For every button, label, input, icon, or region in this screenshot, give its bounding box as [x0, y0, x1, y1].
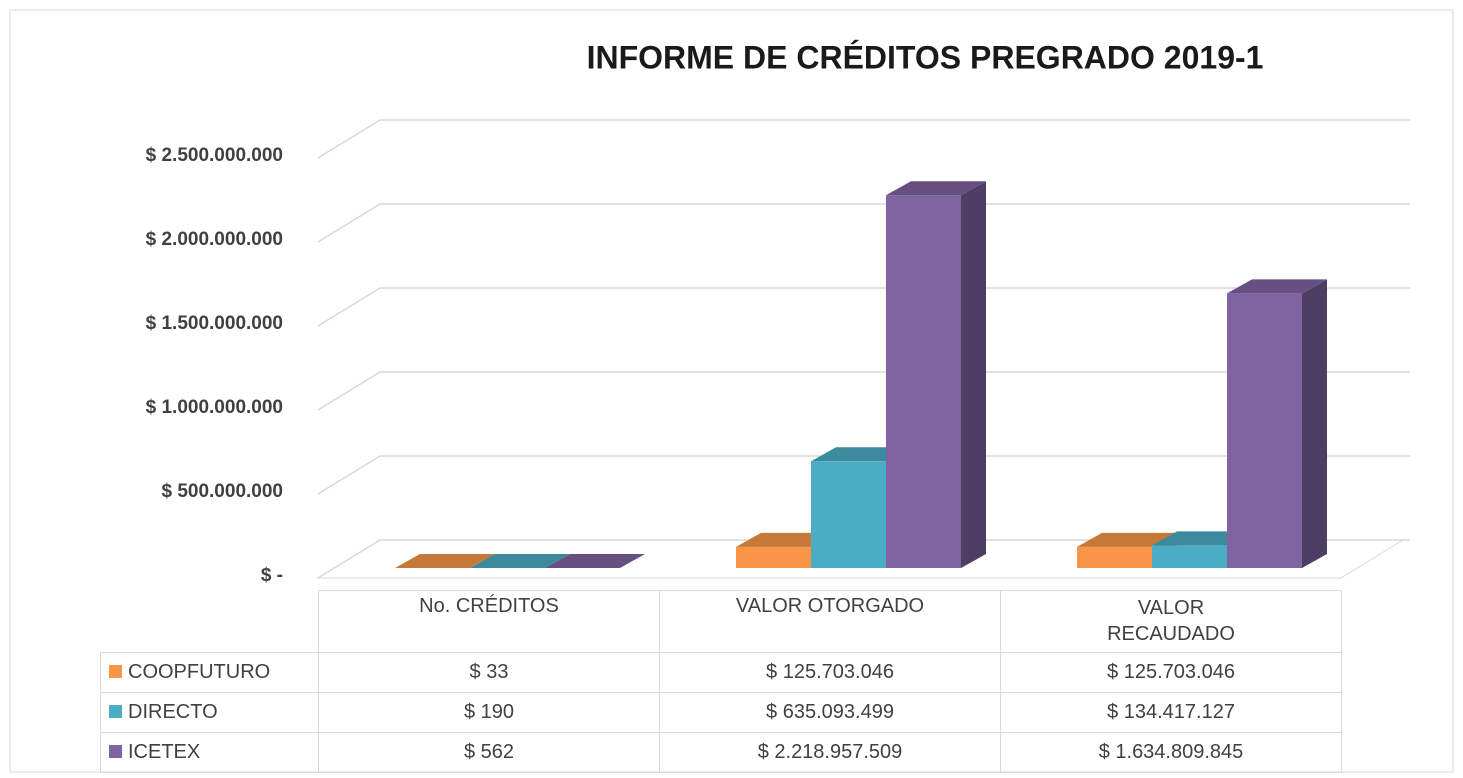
- x-tick-label: VALOR RECAUDADO: [1107, 597, 1235, 645]
- value-cell: $ 125.703.046: [659, 652, 1001, 693]
- grid-line: [317, 455, 1410, 495]
- corner: [100, 590, 319, 653]
- series-row: ICETEX $ 562 $ 2.218.957.509 $ 1.634.809.84…: [100, 732, 1342, 773]
- series-row: DIRECTO $ 190 $ 635.093.499 $ 134.417.127: [100, 692, 1342, 733]
- y-tick-label: $ -: [261, 565, 283, 586]
- bar-front: [1152, 545, 1227, 568]
- data-table: No. CRÉDITOS VALOR OTORGADO VALOR RECAUDAD…: [100, 590, 1342, 773]
- y-tick-label: $ 2.500.000.000: [146, 145, 283, 166]
- grid-line: [317, 119, 1410, 159]
- category-cell: VALOR OTORGADO: [659, 590, 1001, 653]
- bar-top: [470, 553, 570, 568]
- value-cell: $ 134.417.127: [1000, 692, 1342, 733]
- value-cell: $ 2.218.957.509: [659, 732, 1001, 773]
- bar-top: [395, 554, 495, 568]
- bar-top: [1227, 279, 1327, 294]
- bar-front: [736, 546, 811, 568]
- bar-side: [961, 181, 986, 568]
- value-cell: $ 562: [318, 732, 660, 773]
- x-tick-label: No. CRÉDITOS: [419, 595, 559, 617]
- category-cell: No. CRÉDITOS: [318, 590, 660, 653]
- bar-front: [811, 461, 886, 568]
- series-row: COOPFUTURO $ 33 $ 125.703.046 $ 125.703.046: [100, 652, 1342, 693]
- category-cell: VALOR RECAUDADO: [1000, 590, 1342, 653]
- bar-side: [1302, 279, 1327, 568]
- grid-line: [317, 287, 1410, 327]
- bar-front: [1227, 293, 1302, 568]
- legend-label: DIRECTO: [128, 701, 218, 723]
- value-cell: $ 635.093.499: [659, 692, 1001, 733]
- legend-entry: COOPFUTURO: [100, 652, 319, 693]
- grid-line: [317, 203, 1410, 243]
- y-tick-label: $ 2.000.000.000: [146, 229, 283, 250]
- legend-label: ICETEX: [128, 741, 201, 763]
- value-cell: $ 33: [318, 652, 660, 693]
- legend-key: [109, 665, 122, 678]
- y-tick-label: $ 1.500.000.000: [146, 313, 283, 334]
- bar-top: [1077, 532, 1177, 547]
- value-cell: $ 1.634.809.845: [1000, 732, 1342, 773]
- bar-top: [886, 181, 986, 196]
- x-tick-label: VALOR OTORGADO: [735, 595, 925, 617]
- y-tick-label: $ 1.000.000.000: [146, 397, 283, 418]
- value-cell: $ 190: [318, 692, 660, 733]
- bar-front: [1077, 546, 1152, 568]
- header-row: No. CRÉDITOS VALOR OTORGADO VALOR RECAUDAD…: [100, 590, 1342, 653]
- y-tick-label: $ 500.000.000: [161, 481, 283, 502]
- legend-key: [109, 745, 122, 758]
- legend-label: COOPFUTURO: [128, 661, 271, 683]
- bar-front: [886, 195, 961, 568]
- legend-entry: DIRECTO: [100, 692, 319, 733]
- value-cell: $ 125.703.046: [1000, 652, 1342, 693]
- grid-line: [317, 539, 1410, 579]
- bar-top: [545, 553, 645, 568]
- grid-line: [317, 371, 1410, 411]
- legend-entry: ICETEX: [100, 732, 319, 773]
- legend-key: [109, 705, 122, 718]
- chart-title: INFORME DE CRÉDITOS PREGRADO 2019-1: [587, 39, 1264, 75]
